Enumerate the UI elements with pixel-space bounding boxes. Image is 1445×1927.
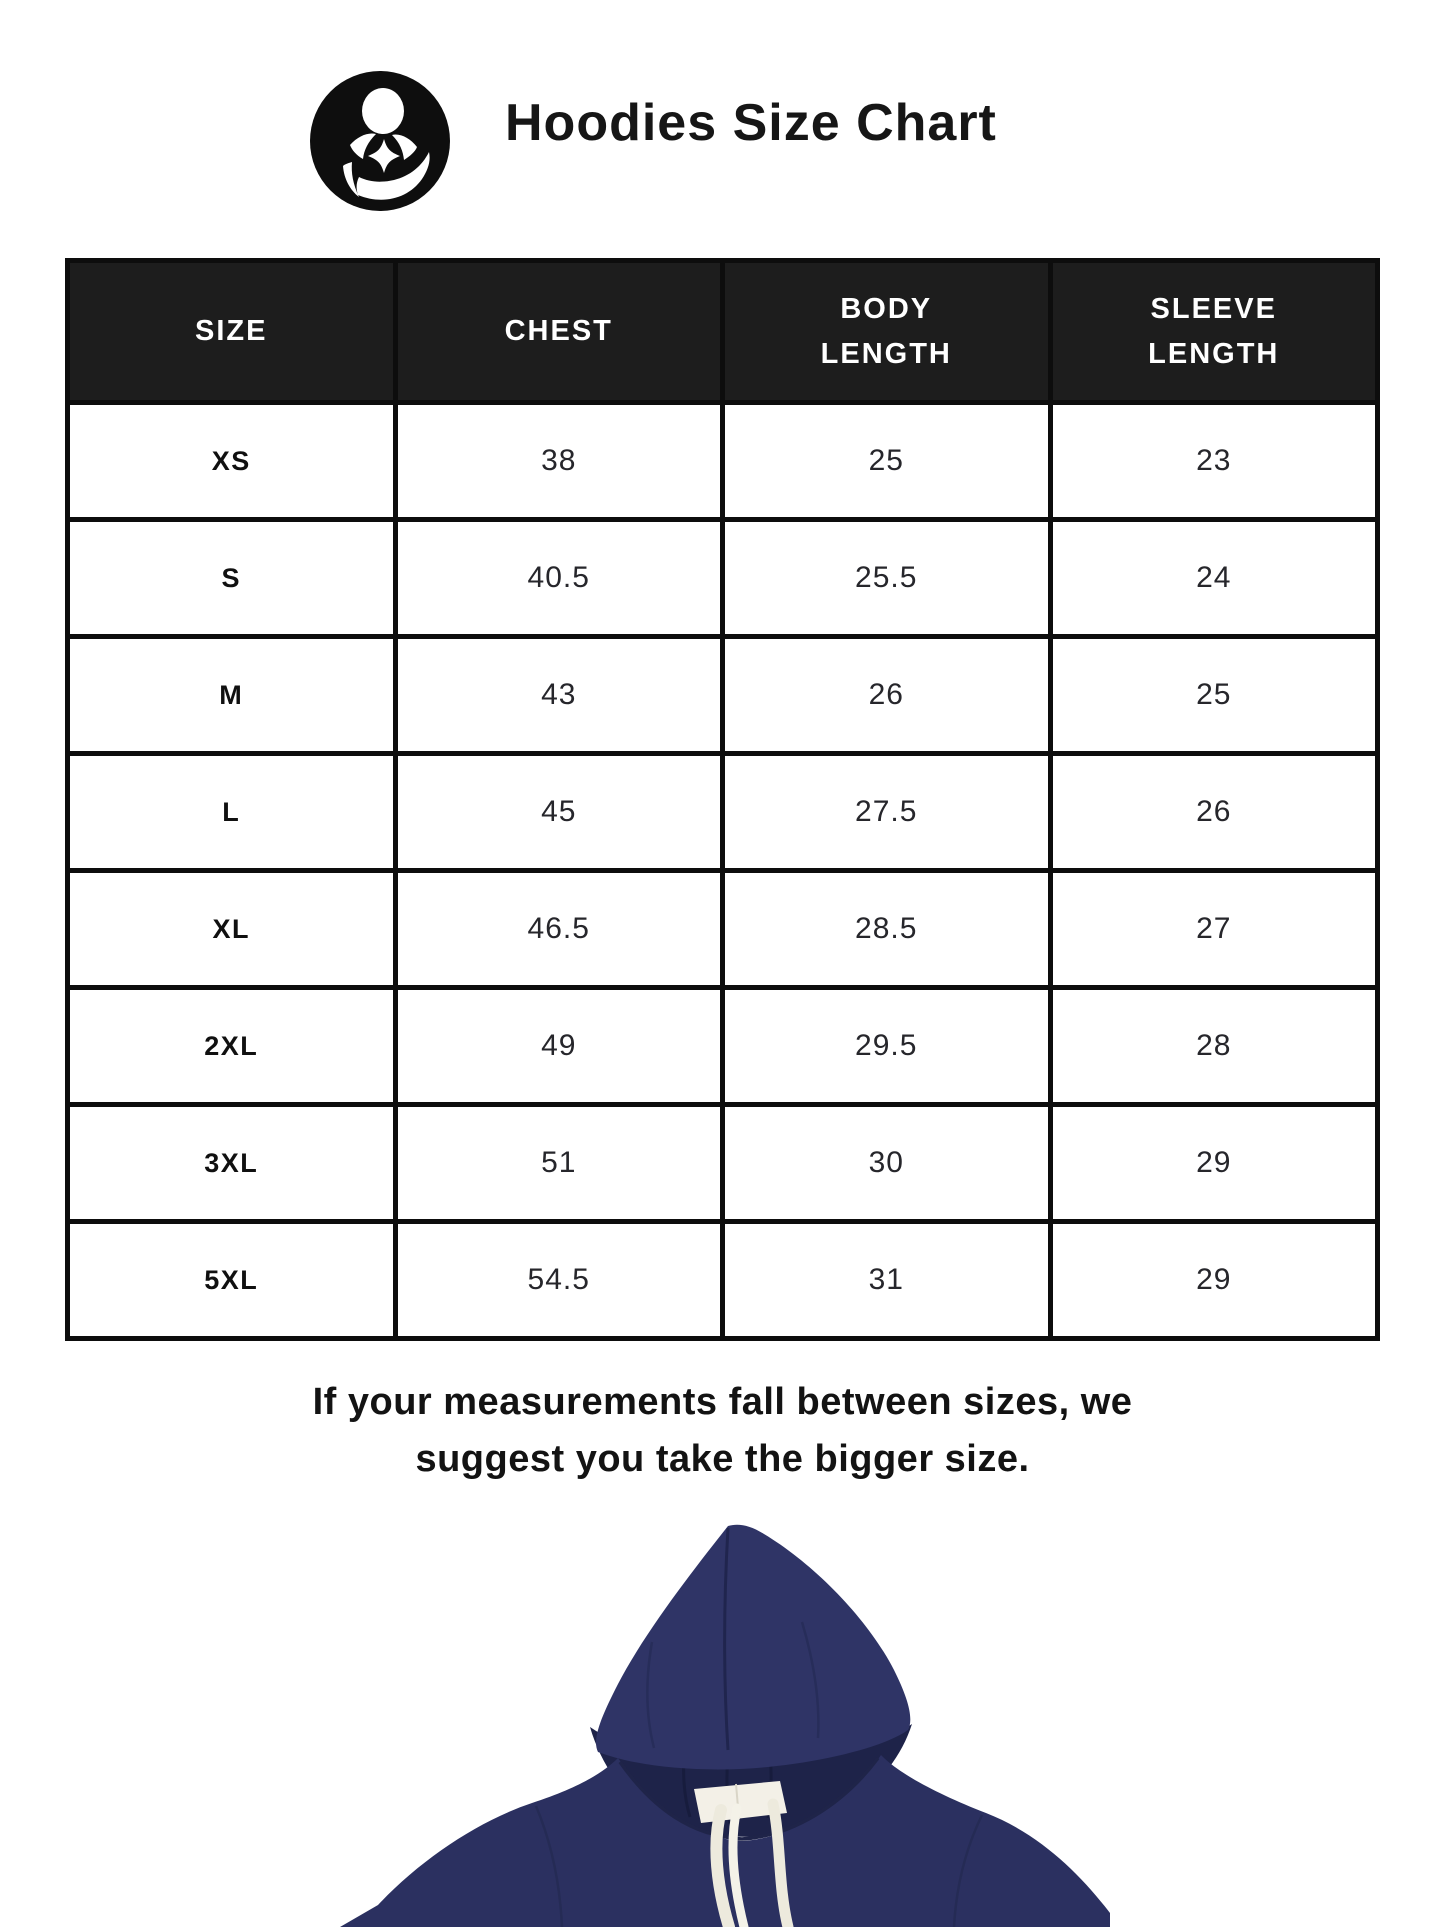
sleeve-length-cell: 29 — [1047, 1102, 1380, 1224]
body-length-cell: 28.5 — [720, 868, 1053, 990]
table-row: 5XL 54.5 31 29 — [65, 1219, 1380, 1341]
sleeve-length-cell: 28 — [1047, 985, 1380, 1107]
note-line-1: If your measurements fall between sizes,… — [312, 1381, 1133, 1423]
note-text: If your measurements fall between sizes,… — [0, 1374, 1445, 1488]
size-chart-table-body: XS 38 25 23 S 40.5 25.5 24 M 43 26 25 L 45 27.5 26 XL 46.… — [65, 400, 1380, 1341]
chest-cell: 45 — [392, 751, 725, 873]
table-row: 3XL 51 30 29 — [65, 1102, 1380, 1224]
chest-cell: 40.5 — [392, 517, 725, 639]
body-length-cell: 25.5 — [720, 517, 1053, 639]
sleeve-length-cell: 23 — [1047, 400, 1380, 522]
size-cell: S — [65, 517, 398, 639]
table-row: M 43 26 25 — [65, 634, 1380, 756]
table-row: L 45 27.5 26 — [65, 751, 1380, 873]
column-header-chest: CHEST — [392, 258, 725, 405]
chest-cell: 54.5 — [392, 1219, 725, 1341]
body-length-cell: 31 — [720, 1219, 1053, 1341]
page-title: Hoodies Size Chart — [505, 94, 997, 152]
body-length-cell: 26 — [720, 634, 1053, 756]
size-cell: 3XL — [65, 1102, 398, 1224]
body-length-cell: 29.5 — [720, 985, 1053, 1107]
column-header-sleeve-length: SLEEVE LENGTH — [1047, 258, 1380, 405]
chest-cell: 38 — [392, 400, 725, 522]
body-length-cell: 27.5 — [720, 751, 1053, 873]
sleeve-length-cell: 29 — [1047, 1219, 1380, 1341]
sleeve-length-cell: 24 — [1047, 517, 1380, 639]
table-header-row: SIZE CHEST BODY LENGTH SLEEVE LENGTH — [65, 258, 1380, 405]
chest-cell: 49 — [392, 985, 725, 1107]
sleeve-length-cell: 27 — [1047, 868, 1380, 990]
size-cell: M — [65, 634, 398, 756]
size-cell: 5XL — [65, 1219, 398, 1341]
size-cell: 2XL — [65, 985, 398, 1107]
hoodie-image — [340, 1524, 1110, 1927]
size-cell: XS — [65, 400, 398, 522]
size-cell: L — [65, 751, 398, 873]
brand-logo-icon — [310, 71, 450, 211]
table-row: XS 38 25 23 — [65, 400, 1380, 522]
size-chart-table: SIZE CHEST BODY LENGTH SLEEVE LENGTH XS 3… — [65, 258, 1380, 1341]
table-row: 2XL 49 29.5 28 — [65, 985, 1380, 1107]
table-row: S 40.5 25.5 24 — [65, 517, 1380, 639]
note-line-2: suggest you take the bigger size. — [415, 1438, 1030, 1480]
table-row: XL 46.5 28.5 27 — [65, 868, 1380, 990]
sleeve-length-cell: 26 — [1047, 751, 1380, 873]
chest-cell: 46.5 — [392, 868, 725, 990]
sleeve-length-cell: 25 — [1047, 634, 1380, 756]
chest-cell: 51 — [392, 1102, 725, 1224]
column-header-body-length: BODY LENGTH — [720, 258, 1053, 405]
column-header-size: SIZE — [65, 258, 398, 405]
body-length-cell: 25 — [720, 400, 1053, 522]
chest-cell: 43 — [392, 634, 725, 756]
size-cell: XL — [65, 868, 398, 990]
body-length-cell: 30 — [720, 1102, 1053, 1224]
